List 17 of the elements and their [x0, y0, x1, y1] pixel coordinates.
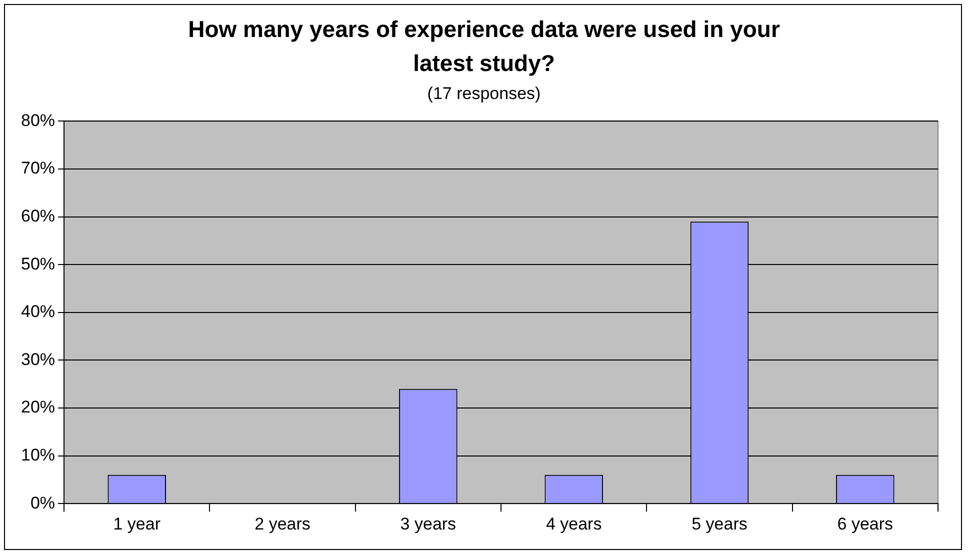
y-tick-label: 30% [20, 350, 56, 369]
y-tick-label: 40% [20, 302, 56, 322]
x-tick-label: 1 year [113, 514, 161, 534]
x-tick-label: 3 years [400, 514, 456, 534]
chart-subtitle: (17 responses) [426, 84, 542, 104]
y-tick-label: 70% [20, 158, 56, 178]
x-tick-label: 2 years [254, 514, 310, 534]
y-tick-label: 80% [20, 110, 56, 130]
y-tick-label: 20% [20, 398, 56, 417]
y-tick-label: 10% [20, 445, 56, 464]
y-tick-label: 50% [20, 254, 56, 274]
y-tick-label: 0% [30, 493, 56, 512]
x-tick-label: 5 years [692, 514, 748, 534]
chart-title: How many years of experience data were used in your latest study? [187, 15, 781, 78]
x-tick-label: 4 years [546, 514, 602, 534]
x-tick-label: 6 years [837, 514, 894, 534]
y-tick-label: 60% [20, 206, 56, 226]
